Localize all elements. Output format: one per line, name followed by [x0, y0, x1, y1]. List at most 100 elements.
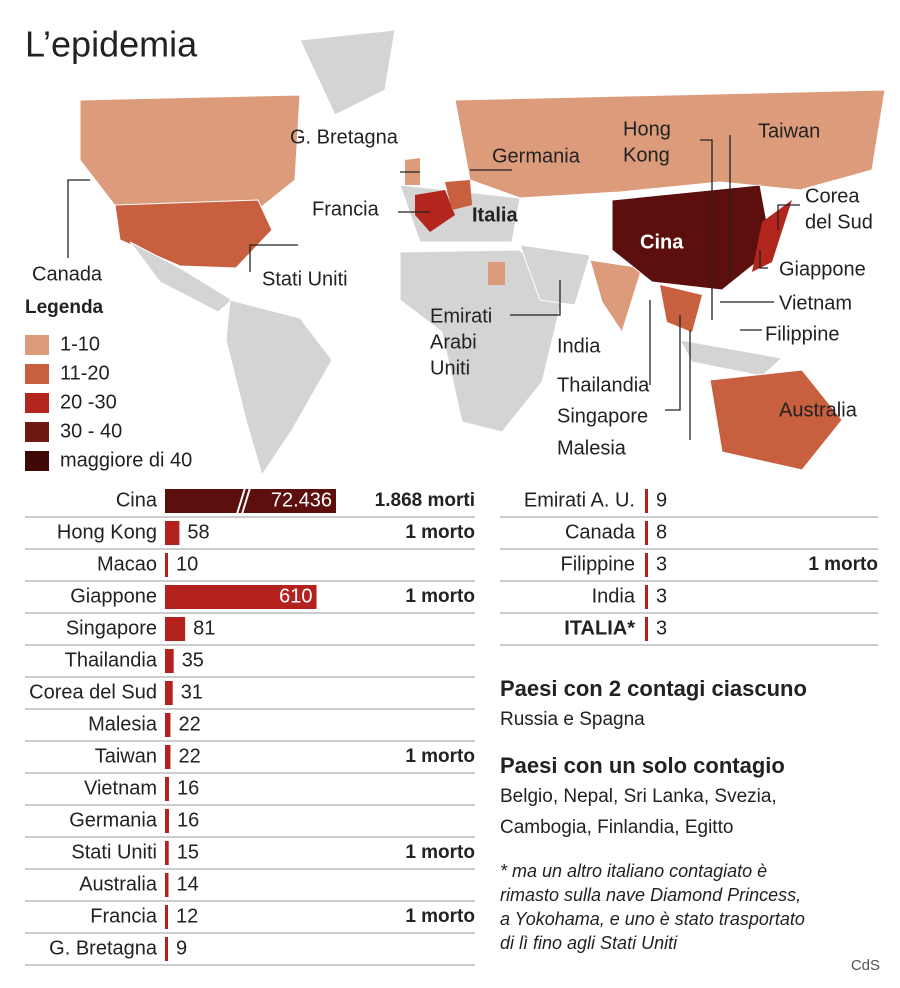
bar [165, 649, 174, 673]
value-label: 9 [176, 937, 187, 959]
footnote: di lì fino agli Stati Uniti [500, 933, 678, 953]
death-label: 1 morto [405, 906, 475, 927]
bar [165, 521, 180, 545]
map-label: Giappone [779, 258, 866, 280]
australia-shape [709, 369, 843, 471]
map-label: Arabi [430, 331, 477, 353]
map-label: Cina [640, 231, 684, 253]
category-label: Hong Kong [57, 521, 157, 543]
footnote: rimasto sulla nave Diamond Princess, [500, 885, 801, 905]
category-label: Malesia [88, 713, 158, 735]
category-label: Corea del Sud [29, 681, 157, 703]
note-line: Cambogia, Finlandia, Egitto [500, 817, 733, 838]
legend-label: 20 -30 [60, 391, 117, 413]
value-label: 22 [178, 713, 200, 735]
value-label: 16 [177, 809, 199, 831]
death-label: 1 morto [405, 522, 475, 543]
map-label: Canada [32, 263, 103, 285]
india-shape [589, 259, 643, 334]
value-label: 35 [182, 649, 204, 671]
footnote: a Yokohama, e uno è stato trasportato [500, 909, 805, 929]
bar [165, 585, 317, 609]
canada-shape [79, 94, 301, 213]
legend-label: 1-10 [60, 333, 100, 355]
map-label: Hong [623, 118, 671, 140]
china-shape [611, 184, 773, 291]
map-label: Italia [472, 204, 518, 226]
value-label: 31 [181, 681, 203, 703]
greenland [299, 29, 396, 116]
value-label: 22 [178, 745, 200, 767]
legend-swatch [25, 451, 49, 471]
value-label: 15 [177, 841, 199, 863]
usa-shape [114, 199, 273, 269]
category-label: Francia [90, 905, 158, 927]
category-label: ITALIA* [564, 617, 635, 639]
category-label: Macao [97, 553, 157, 575]
map-label: Stati Uniti [262, 268, 348, 290]
bar [165, 905, 168, 929]
note-heading: Paesi con un solo contagio [500, 753, 785, 778]
bar [165, 489, 336, 513]
legend-label: maggiore di 40 [60, 449, 192, 471]
category-label: Singapore [66, 617, 157, 639]
legend-title: Legenda [25, 297, 104, 318]
category-label: Germania [69, 809, 158, 831]
value-label: 10 [176, 553, 198, 575]
bar [165, 777, 169, 801]
map-label: Corea [805, 185, 860, 207]
indonesia [679, 339, 784, 377]
category-label: Canada [565, 521, 636, 543]
middle-east [519, 244, 591, 306]
map-label: Emirati [430, 305, 492, 327]
russia-shape [454, 89, 886, 199]
value-label: 3 [656, 617, 667, 639]
category-label: India [592, 585, 636, 607]
category-label: Emirati A. U. [524, 489, 635, 511]
bar [165, 681, 173, 705]
category-label: Stati Uniti [71, 841, 157, 863]
sea-shape [660, 285, 702, 332]
value-label: 58 [187, 521, 209, 543]
death-label: 1 morto [808, 554, 878, 575]
bar [165, 745, 171, 769]
map-label: Taiwan [758, 120, 820, 142]
france-shape [415, 190, 455, 232]
source: CdS [851, 957, 880, 974]
death-label: 1 morto [405, 746, 475, 767]
axis-break [236, 487, 251, 515]
bar [165, 873, 169, 897]
category-label: Cina [116, 489, 158, 511]
note-line: Belgio, Nepal, Sri Lanka, Svezia, [500, 786, 777, 807]
bar [645, 585, 648, 609]
bar [645, 553, 648, 577]
map [67, 29, 886, 477]
legend-swatch [25, 335, 49, 355]
note-line: Russia e Spagna [500, 709, 645, 730]
bar [165, 713, 171, 737]
south-america [225, 299, 333, 477]
map-label: India [557, 335, 601, 357]
leader-lines [67, 135, 800, 440]
value-label: 8 [656, 521, 667, 543]
legend-swatch [25, 393, 49, 413]
map-label: G. Bretagna [290, 126, 399, 148]
legend-label: 11-20 [60, 362, 110, 384]
bar [165, 841, 169, 865]
value-label: 9 [656, 489, 667, 511]
footnote: * ma un altro italiano contagiato è [500, 861, 767, 881]
bar [645, 521, 648, 545]
death-label: 1 morto [405, 586, 475, 607]
value-label: 3 [656, 553, 667, 575]
legend-label: 30 - 40 [60, 420, 122, 442]
value-label: 610 [279, 585, 312, 607]
map-label: Filippine [765, 323, 839, 345]
map-label: Singapore [557, 405, 648, 427]
bar [165, 809, 169, 833]
category-label: G. Bretagna [49, 937, 158, 959]
map-label: Francia [312, 198, 380, 220]
category-label: Filippine [561, 553, 635, 575]
map-label: Malesia [557, 437, 627, 459]
bar [165, 617, 186, 641]
